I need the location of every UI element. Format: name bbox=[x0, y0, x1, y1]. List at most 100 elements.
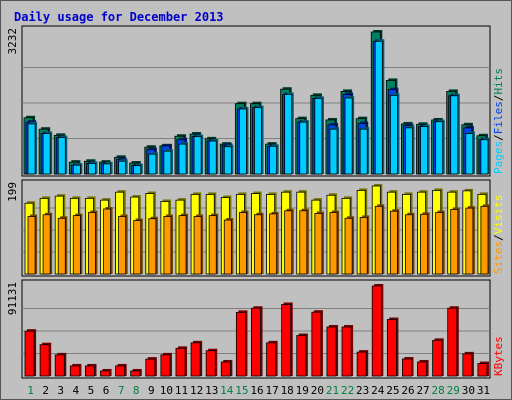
kbytes-bar bbox=[175, 346, 188, 377]
kbytes-bar bbox=[341, 325, 354, 377]
sites-bar bbox=[314, 211, 324, 275]
legend-entry: Sites bbox=[492, 241, 505, 274]
kbytes-bar bbox=[235, 310, 248, 377]
kbytes-bar bbox=[220, 359, 233, 377]
kbytes-bar bbox=[326, 325, 339, 377]
day-label: 19 bbox=[296, 384, 309, 397]
sites-bar bbox=[42, 212, 53, 275]
kbytes-bar bbox=[100, 368, 112, 377]
legend-entry: KBytes bbox=[492, 336, 505, 376]
day-label: 20 bbox=[311, 384, 324, 397]
sites-bar bbox=[435, 210, 445, 275]
legend-entry: / bbox=[492, 95, 505, 102]
pages-bar bbox=[465, 131, 475, 175]
day-label: 23 bbox=[356, 384, 369, 397]
sites-bar bbox=[405, 212, 415, 275]
y-max-label: 199 bbox=[6, 182, 19, 202]
legend-entry: / bbox=[492, 134, 505, 141]
sites-bar bbox=[299, 208, 309, 275]
pages-bar bbox=[238, 106, 249, 175]
day-label: 29 bbox=[447, 384, 460, 397]
sites-bar bbox=[57, 216, 68, 275]
pages-bar bbox=[314, 96, 324, 175]
pages-bar bbox=[435, 119, 445, 175]
sites-bar bbox=[389, 209, 400, 275]
day-label: 18 bbox=[281, 384, 294, 397]
kbytes-bar bbox=[281, 302, 293, 377]
kbytes-bar bbox=[477, 361, 489, 377]
legend-visits-sites: Sites/Visits bbox=[492, 195, 505, 275]
pages-bar bbox=[405, 125, 415, 175]
kbytes-bar bbox=[130, 368, 142, 377]
pages-bar bbox=[193, 134, 204, 175]
kbytes-bar bbox=[402, 357, 414, 377]
kbytes-bar bbox=[266, 340, 278, 377]
pages-bar bbox=[72, 163, 83, 175]
pages-bar bbox=[42, 131, 53, 175]
day-label: 22 bbox=[341, 384, 354, 397]
sites-bar bbox=[359, 215, 370, 275]
day-label: 21 bbox=[326, 384, 339, 397]
sites-bar bbox=[374, 204, 385, 275]
x-axis-day-labels: 1 2 3 4 5 6 7 8 9 10 11 12 13 14 15 16 17 18 19 20 21 22 23 24 2… bbox=[27, 384, 490, 397]
kbytes-bar bbox=[39, 342, 52, 377]
sites-bar bbox=[148, 216, 158, 275]
sites-bar bbox=[27, 214, 38, 275]
sites-bar bbox=[133, 218, 143, 275]
pages-bar bbox=[359, 127, 370, 175]
day-label: 2 bbox=[42, 384, 49, 397]
legend-entry: Hits bbox=[492, 68, 505, 95]
kbytes-bar bbox=[84, 363, 97, 377]
day-label: 5 bbox=[88, 384, 95, 397]
pages-bar bbox=[254, 105, 264, 175]
sites-bar bbox=[254, 212, 264, 275]
day-label: 7 bbox=[118, 384, 125, 397]
sites-bar bbox=[284, 208, 294, 275]
pages-bar bbox=[148, 152, 158, 175]
pages-bar bbox=[450, 93, 460, 175]
legend-entry: Files bbox=[492, 101, 505, 134]
kbytes-bar bbox=[386, 317, 399, 377]
pages-bar bbox=[178, 142, 189, 175]
sites-bar bbox=[178, 213, 189, 275]
day-label: 3 bbox=[57, 384, 64, 397]
day-label: 27 bbox=[416, 384, 429, 397]
pages-bar bbox=[299, 120, 309, 175]
day-label: 25 bbox=[386, 384, 399, 397]
kbytes-bar bbox=[115, 363, 127, 377]
sites-bar bbox=[480, 204, 490, 275]
kbytes-bar bbox=[205, 348, 218, 377]
legend-entry: Pages bbox=[492, 141, 505, 174]
day-label: 16 bbox=[250, 384, 263, 397]
day-label: 30 bbox=[462, 384, 475, 397]
kbytes-bar bbox=[311, 310, 323, 377]
kbytes-bar bbox=[371, 284, 384, 377]
legend-kbytes: KBytes bbox=[492, 336, 505, 376]
pages-bar bbox=[480, 137, 490, 175]
sites-bar bbox=[223, 218, 234, 275]
day-label: 8 bbox=[133, 384, 140, 397]
legend-entry: Visits bbox=[492, 195, 505, 235]
pages-bar bbox=[374, 39, 385, 175]
day-label: 1 bbox=[27, 384, 34, 397]
sites-bar bbox=[87, 210, 98, 275]
chart-title: Daily usage for December 2013 bbox=[14, 10, 224, 24]
kbytes-bar bbox=[160, 352, 172, 377]
sites-bar bbox=[344, 216, 355, 275]
pages-bar bbox=[208, 139, 219, 175]
day-label: 4 bbox=[73, 384, 80, 397]
kbytes-bar bbox=[447, 306, 459, 377]
day-label: 15 bbox=[235, 384, 248, 397]
day-label: 13 bbox=[205, 384, 218, 397]
pages-bar bbox=[420, 124, 430, 175]
pages-bar bbox=[389, 93, 400, 175]
y-max-label: 91131 bbox=[6, 282, 19, 315]
pages-bar bbox=[269, 144, 279, 175]
pages-bar bbox=[133, 163, 143, 175]
panel-kbytes: 91131 KBytes bbox=[6, 279, 505, 379]
day-label: 31 bbox=[477, 384, 490, 397]
day-label: 9 bbox=[148, 384, 155, 397]
day-label: 12 bbox=[190, 384, 203, 397]
